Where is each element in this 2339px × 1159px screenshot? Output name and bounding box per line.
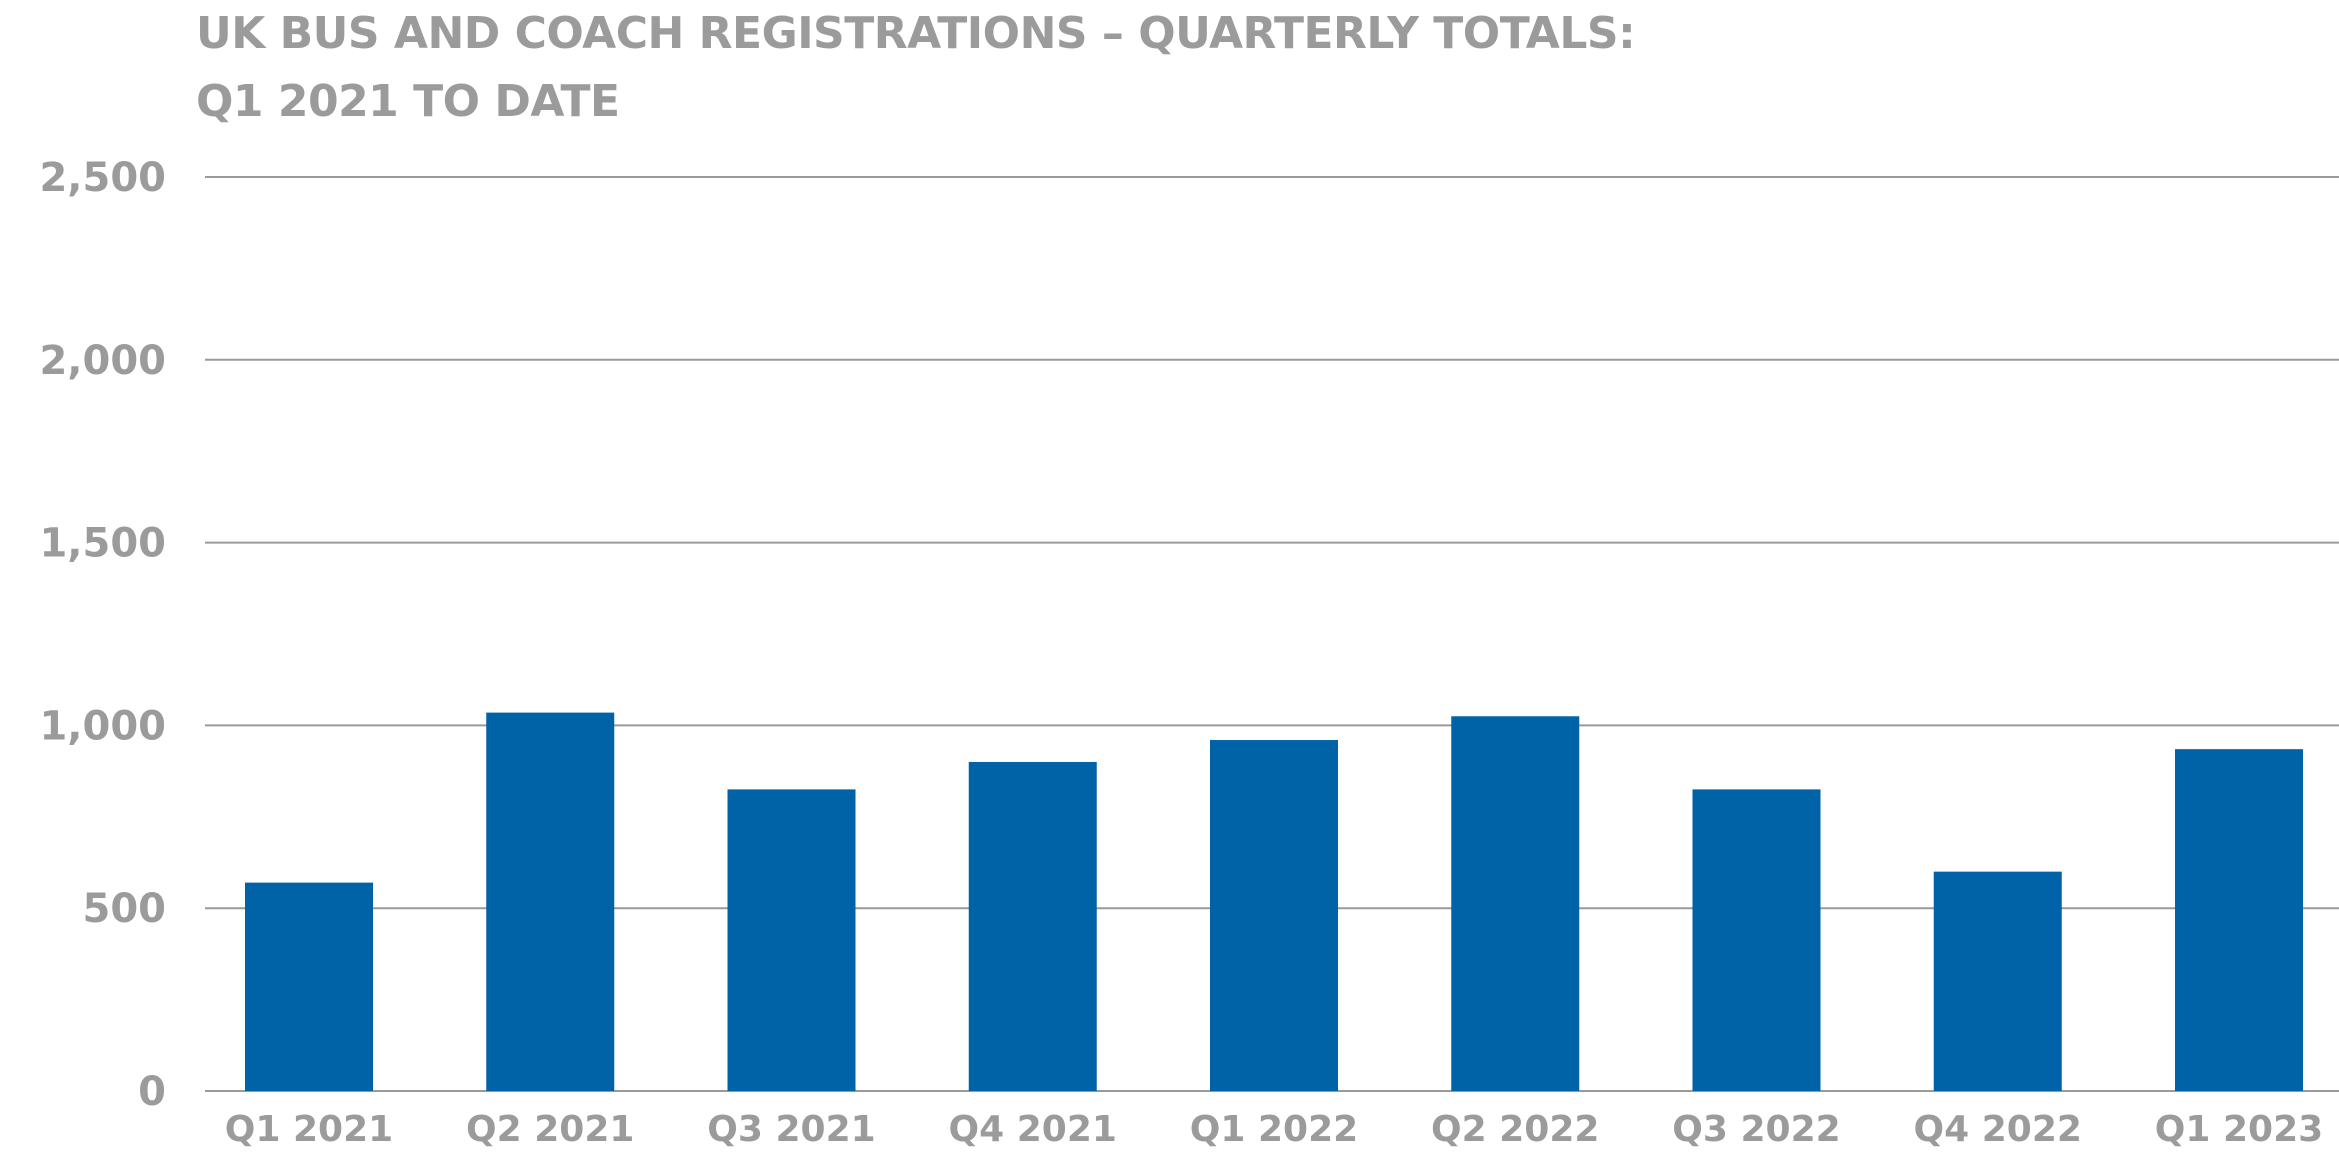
x-category-label: Q2 2021 — [466, 1109, 634, 1150]
bars — [245, 712, 2303, 1091]
chart-title-line-2: Q1 2021 TO DATE — [196, 76, 620, 127]
y-tick-label: 2,000 — [39, 338, 166, 384]
bar — [2175, 749, 2303, 1091]
y-tick-label: 1,500 — [39, 521, 166, 567]
bar — [1933, 871, 2062, 1091]
y-axis-tick-labels: 0 500 1,000 1,500 2,000 2,500 — [39, 155, 166, 1115]
x-category-label: Q4 2022 — [1914, 1109, 2082, 1150]
bar — [968, 761, 1097, 1091]
bar — [245, 882, 373, 1091]
y-tick-label: 0 — [138, 1069, 166, 1115]
y-tick-label: 500 — [83, 886, 167, 932]
chart-title-line-1: UK BUS AND COACH REGISTRATIONS – QUARTER… — [196, 8, 1636, 59]
y-tick-label: 1,000 — [39, 703, 166, 749]
x-category-label: Q3 2021 — [707, 1109, 875, 1150]
x-category-label: Q1 2022 — [1190, 1109, 1358, 1150]
bar — [1210, 740, 1338, 1091]
x-axis-category-labels: Q1 2021 Q2 2021 Q3 2021 Q4 2021 Q1 2022 Q2 20… — [225, 1109, 2323, 1150]
chart-title: UK BUS AND COACH REGISTRATIONS – QUARTER… — [196, 0, 1636, 136]
bar — [486, 712, 615, 1091]
x-category-label: Q4 2021 — [949, 1109, 1117, 1150]
x-category-label: Q1 2021 — [225, 1109, 393, 1150]
bar — [1451, 716, 1580, 1091]
bar — [1692, 789, 1821, 1091]
x-category-label: Q1 2023 — [2155, 1109, 2323, 1150]
bar — [727, 789, 856, 1091]
x-category-label: Q2 2022 — [1431, 1109, 1599, 1150]
x-category-label: Q3 2022 — [1672, 1109, 1840, 1150]
y-tick-label: 2,500 — [39, 155, 166, 201]
